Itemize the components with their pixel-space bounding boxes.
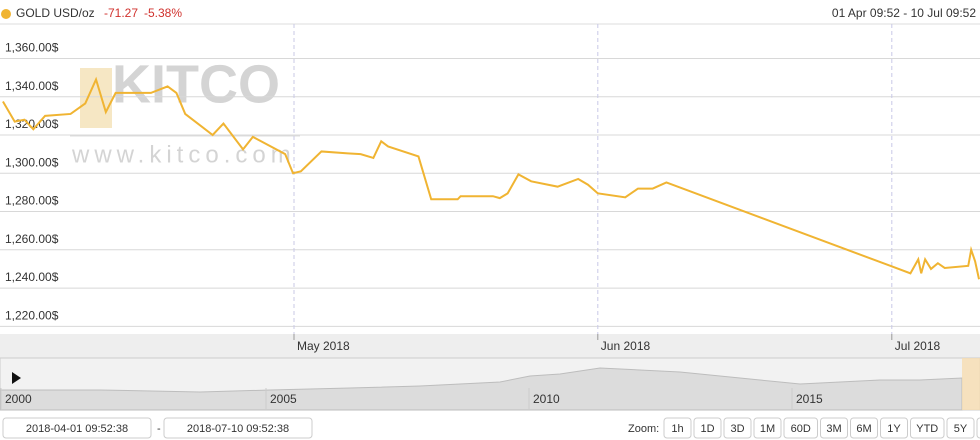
navigator-area xyxy=(0,367,963,411)
watermark-url: www.kitco.com xyxy=(71,141,296,168)
zoom-label: Zoom: xyxy=(628,423,659,435)
zoom-button-label[interactable]: 3D xyxy=(730,423,744,435)
zoom-button-label[interactable]: 6M xyxy=(856,423,871,435)
y-tick-label: 1,360.00$ xyxy=(5,41,59,55)
navigator-label: 2015 xyxy=(796,392,823,406)
y-tick-label: 1,280.00$ xyxy=(5,194,59,208)
zoom-button-label[interactable]: 5Y xyxy=(954,423,968,435)
y-tick-label: 1,240.00$ xyxy=(5,270,59,284)
x-axis-band xyxy=(0,334,980,358)
legend-dot xyxy=(1,9,11,19)
logo-mark xyxy=(80,68,112,128)
zoom-button[interactable] xyxy=(783,417,818,439)
instrument-name: GOLD USD/oz xyxy=(16,6,95,20)
y-tick-label: 1,260.00$ xyxy=(5,232,59,246)
navigator-label: 2010 xyxy=(533,392,560,406)
zoom-button[interactable] xyxy=(976,417,980,439)
zoom-button[interactable] xyxy=(693,417,722,439)
zoom-button-label[interactable]: 3M xyxy=(826,423,841,435)
y-tick-label: 1,300.00$ xyxy=(5,155,59,169)
watermark-logo: KITCO xyxy=(112,54,280,114)
y-tick-label: 1,220.00$ xyxy=(5,309,59,323)
zoom-button[interactable] xyxy=(663,417,692,439)
price-line xyxy=(2,76,980,280)
zoom-button-label[interactable]: 60D xyxy=(791,423,811,435)
zoom-button-label[interactable]: YTD xyxy=(916,423,938,435)
zoom-button-label[interactable]: 1D xyxy=(700,423,714,435)
zoom-button-label[interactable]: 1M xyxy=(760,423,775,435)
zoom-button[interactable] xyxy=(850,417,878,439)
date-from[interactable]: 2018-04-01 09:52:38 xyxy=(26,423,128,435)
change-pct: -5.38% xyxy=(144,6,182,20)
zoom-button[interactable] xyxy=(753,417,782,439)
zoom-button[interactable] xyxy=(880,417,908,439)
zoom-button[interactable] xyxy=(820,417,848,439)
y-tick-label: 1,340.00$ xyxy=(5,79,59,93)
navigator-label: 2005 xyxy=(270,392,297,406)
zoom-button-label[interactable]: 1h xyxy=(671,423,683,435)
zoom-button[interactable] xyxy=(723,417,752,439)
play-button[interactable] xyxy=(12,372,21,384)
x-tick-label: Jul 2018 xyxy=(895,339,941,353)
zoom-button[interactable] xyxy=(946,417,975,439)
navigator-label: 2000 xyxy=(5,392,32,406)
date-input[interactable] xyxy=(2,417,152,439)
zoom-button[interactable] xyxy=(910,417,945,439)
date-input[interactable] xyxy=(163,417,313,439)
date-separator: - xyxy=(157,423,161,435)
date-range: 01 Apr 09:52 - 10 Jul 09:52 xyxy=(832,6,976,20)
zoom-button-label[interactable]: 1Y xyxy=(887,423,901,435)
x-tick-label: Jun 2018 xyxy=(601,339,651,353)
x-tick-label: May 2018 xyxy=(297,339,350,353)
date-to[interactable]: 2018-07-10 09:52:38 xyxy=(187,423,289,435)
navigator-selection[interactable] xyxy=(962,358,980,410)
change: -71.27 xyxy=(104,6,138,20)
